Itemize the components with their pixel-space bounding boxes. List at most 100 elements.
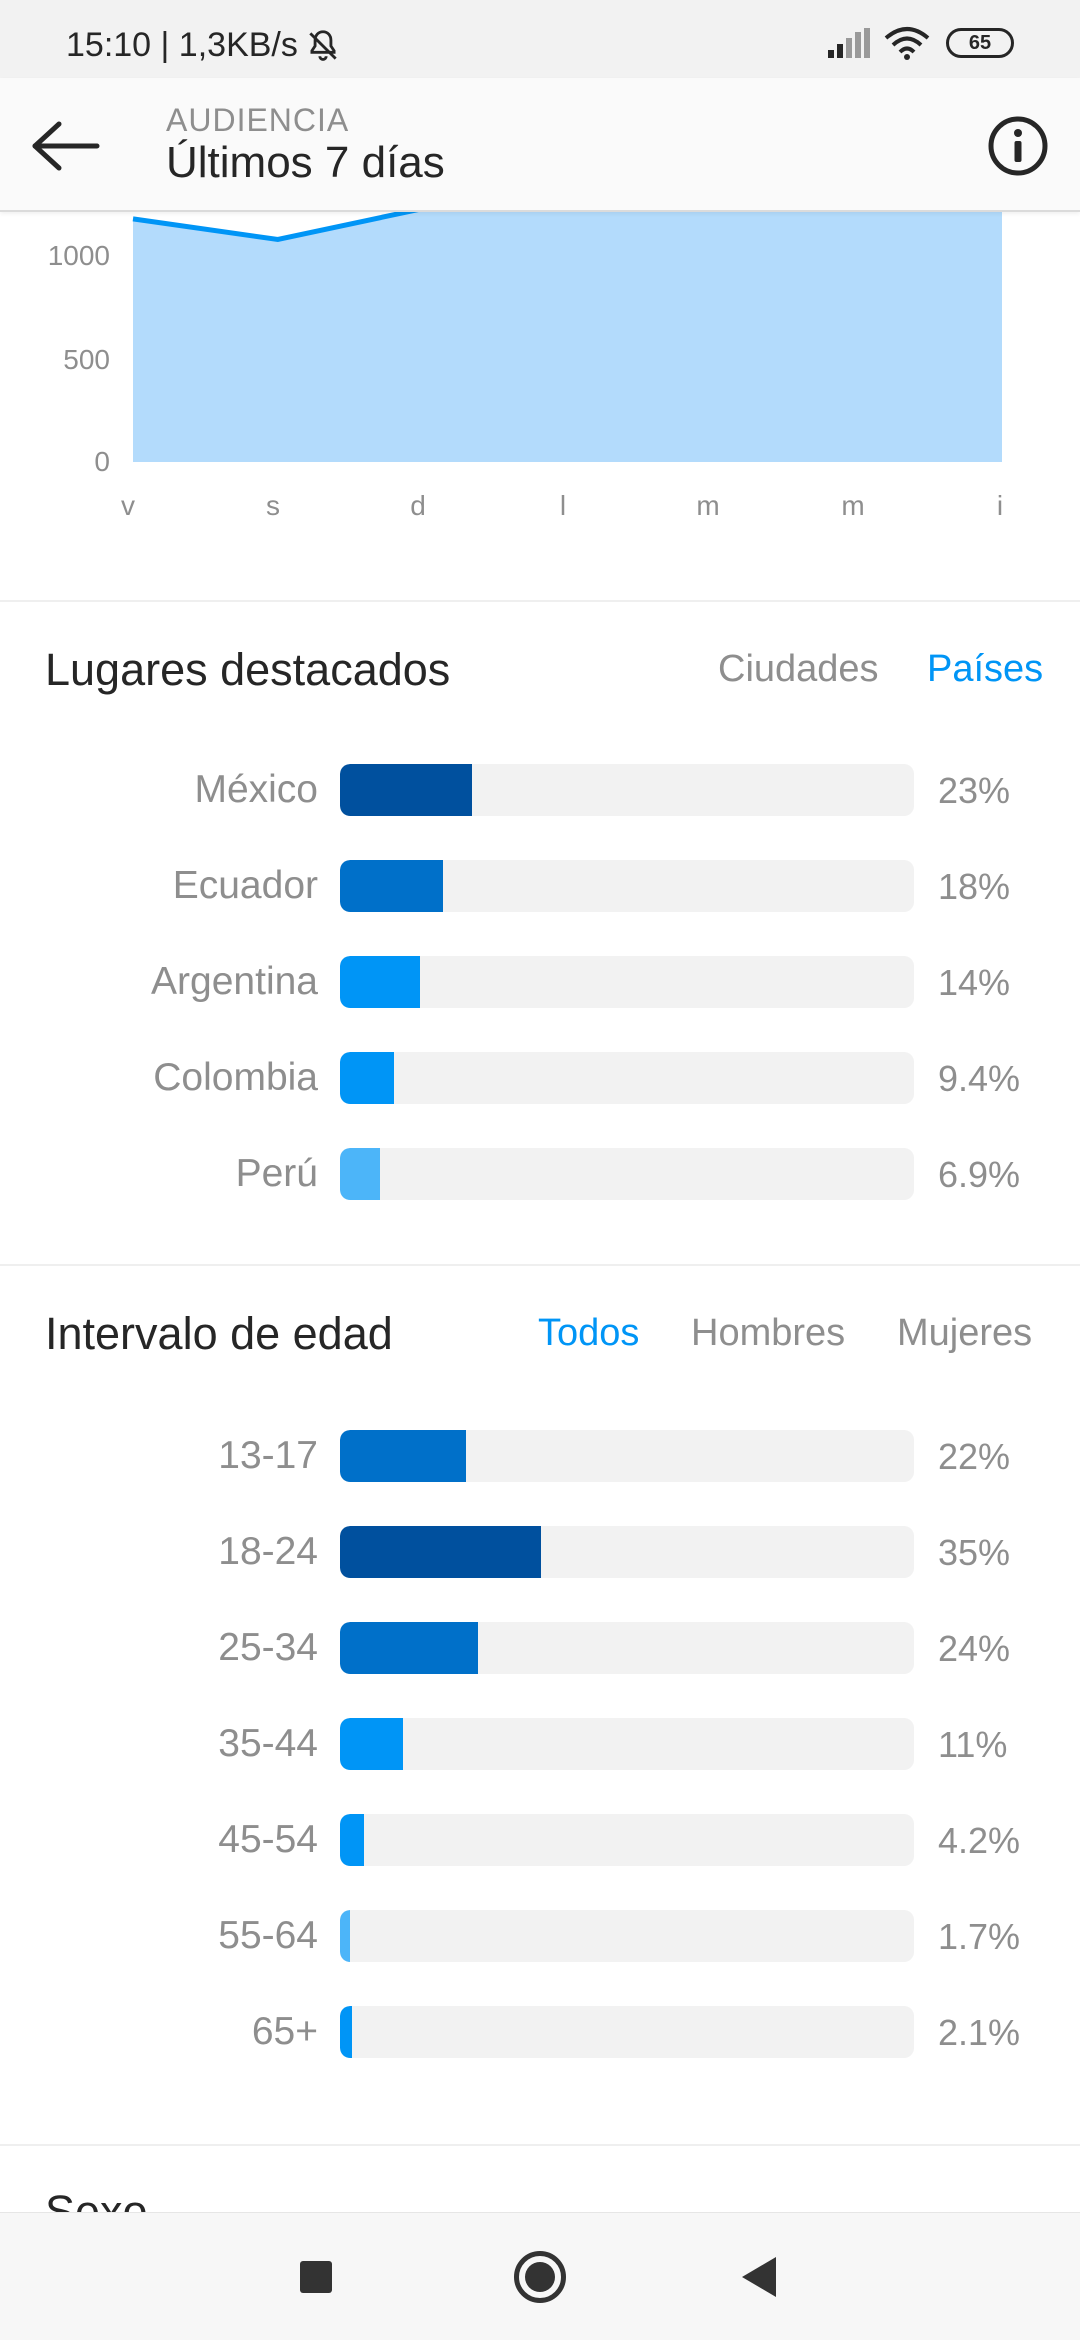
y-tick-label: 0 [94,446,110,477]
age-bar-track [340,2006,914,2058]
x-tick-label: m [696,490,720,521]
age-label: 35-44 [218,1722,318,1765]
age-bar-fill [340,2006,353,2058]
country-bar-track [340,956,914,1008]
age-label: 65+ [251,2010,318,2053]
age-label: 25-34 [218,1626,318,1669]
age-label: 18-24 [218,1530,318,1573]
age-row: 65+ 2.1% [0,2004,1080,2060]
age-percent: 4.2% [938,1820,1021,1861]
age-bar-fill [340,1910,350,1962]
age-row: 35-44 11% [0,1716,1080,1772]
country-bar-track [340,764,914,816]
country-bar-fill [340,764,473,816]
age-percent: 11% [938,1724,1008,1765]
top-bar: AUDIENCIA Últimos 7 días [0,78,1080,212]
age-bar-fill [340,1718,404,1770]
battery-level: 65 [968,31,992,54]
country-row: México 23% [0,762,1080,818]
age-percent: 35% [938,1532,1011,1573]
info-icon[interactable] [986,114,1050,178]
age-label: 45-54 [218,1818,318,1861]
chart-series-line [132,212,419,243]
age-row: 18-24 35% [0,1524,1080,1580]
tab-women[interactable]: Mujeres [897,1312,1033,1354]
back-triangle-icon[interactable] [742,2257,776,2297]
home-icon[interactable] [514,2251,566,2303]
age-bar-track [340,1430,914,1482]
y-tick-label: 1000 [47,240,110,271]
section-divider [0,600,1080,602]
age-row: 13-17 22% [0,1428,1080,1484]
battery-icon: 65 [946,28,1014,58]
country-label: Ecuador [172,864,318,907]
age-percent: 2.1% [938,2012,1021,2053]
x-tick-label: v [121,490,135,521]
system-nav-bar [0,2212,1080,2340]
followers-area-chart: 1000 500 0 v s d l m m i [0,212,1080,602]
status-left: 15:10 | 1,3KB/s [66,26,342,65]
age-range-title: Intervalo de edad [45,1308,393,1359]
country-bar-track [340,1148,914,1200]
age-bar-fill [340,1622,478,1674]
status-bar: 15:10 | 1,3KB/s 65 [0,0,1080,78]
page-title: Últimos 7 días [166,138,445,187]
age-bar-track [340,1622,914,1674]
country-bar-fill [340,1148,380,1200]
age-bar-fill [340,1526,541,1578]
section-divider [0,2144,1080,2146]
age-percent: 1.7% [938,1916,1021,1957]
age-bar-track [340,1814,914,1866]
age-percent: 24% [938,1628,1011,1669]
age-percent: 22% [938,1436,1011,1477]
country-bar-fill [340,1052,394,1104]
country-label: Perú [235,1152,318,1195]
tab-cities[interactable]: Ciudades [718,648,879,690]
x-tick-label: m [841,490,865,521]
bell-muted-icon [309,29,337,61]
status-right: 65 [828,26,1014,60]
age-label: 55-64 [218,1914,318,1957]
signal-icon [828,28,870,58]
y-tick-label: 500 [63,344,110,375]
age-label: 13-17 [218,1434,318,1477]
arrow-left-icon [32,121,100,171]
back-button[interactable] [24,106,108,186]
age-bar-fill [340,1430,467,1482]
country-label: México [194,768,318,811]
age-bar-fill [340,1814,365,1866]
chart-area-fill [133,212,1002,462]
country-row: Perú 6.9% [0,1146,1080,1202]
age-bar-track [340,1910,914,1962]
x-tick-label: l [559,490,567,521]
x-tick-label: d [410,490,426,521]
age-row: 25-34 24% [0,1620,1080,1676]
age-row: 55-64 1.7% [0,1908,1080,1964]
places-title: Lugares destacados [45,644,451,695]
country-percent: 9.4% [938,1058,1021,1099]
country-row: Argentina 14% [0,954,1080,1010]
tab-all[interactable]: Todos [538,1312,640,1354]
country-row: Ecuador 18% [0,858,1080,914]
country-bar-fill [340,860,444,912]
tab-countries[interactable]: Países [927,648,1044,690]
country-percent: 6.9% [938,1154,1021,1195]
recents-icon[interactable] [300,2261,332,2293]
country-percent: 18% [938,866,1011,907]
country-bar-track [340,1052,914,1104]
tab-men[interactable]: Hombres [691,1312,846,1354]
country-label: Argentina [151,960,318,1003]
wifi-icon [884,27,930,60]
age-bar-track [340,1526,914,1578]
chart-plot [132,212,1002,462]
country-percent: 23% [938,770,1011,811]
x-tick-label: s [266,490,280,521]
country-row: Colombia 9.4% [0,1050,1080,1106]
age-row: 45-54 4.2% [0,1812,1080,1868]
status-time-net: 15:10 | 1,3KB/s [66,26,298,64]
page-subtitle: AUDIENCIA [166,102,350,138]
section-divider [0,1264,1080,1266]
country-percent: 14% [938,962,1011,1003]
x-tick-label: i [996,490,1004,521]
